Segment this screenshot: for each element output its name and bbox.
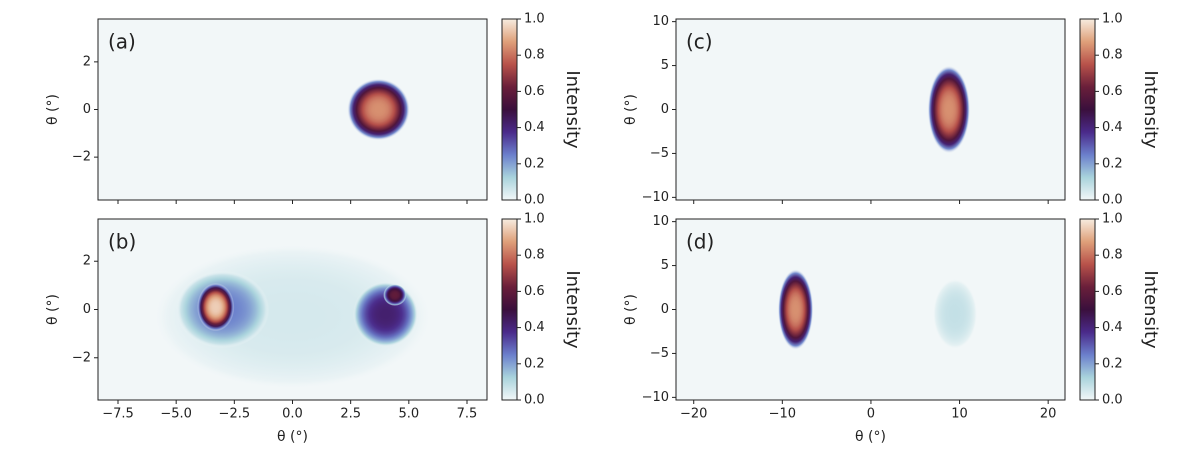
colorbar-tick-label: 0.8 bbox=[524, 248, 545, 263]
colorbar bbox=[501, 18, 518, 201]
colorbar-tick-label: 0.2 bbox=[1102, 156, 1123, 171]
plot-background bbox=[676, 219, 1065, 400]
intensity-spot bbox=[347, 78, 410, 141]
x-tick-label: −5.0 bbox=[160, 407, 192, 422]
colorbar-tick-label: 0.0 bbox=[1102, 393, 1123, 408]
y-tick-label: −5 bbox=[650, 346, 669, 361]
colorbar-tick-label: 0.8 bbox=[524, 48, 545, 63]
colorbar-tick-label: 0.4 bbox=[1102, 320, 1123, 335]
colorbar bbox=[1079, 18, 1096, 201]
x-tick-label: −10 bbox=[769, 407, 796, 422]
heatmap bbox=[777, 269, 978, 350]
colorbar bbox=[501, 218, 518, 401]
y-axis-label: θ (°) bbox=[623, 294, 639, 325]
y-axis-label: θ (°) bbox=[623, 94, 639, 125]
panel-label: (c) bbox=[686, 30, 713, 54]
y-tick-label: 2 bbox=[83, 54, 91, 69]
colorbar-label: Intensity bbox=[562, 270, 583, 349]
colorbar-tick-label: 1.0 bbox=[524, 212, 545, 227]
y-tick-label: 0 bbox=[83, 102, 91, 117]
colorbar-tick-label: 0.4 bbox=[1102, 120, 1123, 135]
colorbar-tick-label: 0.2 bbox=[1102, 356, 1123, 371]
plot-background bbox=[98, 19, 487, 200]
plot-background bbox=[676, 19, 1065, 200]
panel-label: (a) bbox=[108, 30, 136, 54]
y-tick-label: −10 bbox=[642, 190, 669, 205]
y-tick-label: 0 bbox=[661, 102, 669, 117]
y-axis-label: θ (°) bbox=[45, 94, 61, 125]
y-tick-label: −2 bbox=[72, 350, 91, 365]
x-tick-label: −20 bbox=[680, 407, 707, 422]
colorbar-tick-label: 1.0 bbox=[1102, 212, 1123, 227]
x-tick-label: 0.0 bbox=[282, 407, 303, 422]
colorbar-tick-label: 0.0 bbox=[524, 193, 545, 208]
x-axis-label: θ (°) bbox=[277, 429, 308, 445]
heatmap bbox=[927, 65, 971, 154]
colorbar-tick-label: 0.4 bbox=[524, 320, 545, 335]
colorbar-tick-label: 1.0 bbox=[524, 12, 545, 27]
y-tick-label: −2 bbox=[72, 150, 91, 165]
x-tick-label: 5.0 bbox=[398, 407, 419, 422]
colorbar-tick-label: 0.0 bbox=[524, 393, 545, 408]
x-tick-label: 0 bbox=[867, 407, 875, 422]
colorbar-tick-label: 0.6 bbox=[524, 284, 545, 299]
y-tick-label: −10 bbox=[642, 390, 669, 405]
x-tick-label: −2.5 bbox=[219, 407, 251, 422]
y-tick-label: 10 bbox=[652, 214, 669, 229]
intensity-spot bbox=[383, 284, 407, 306]
y-tick-label: 2 bbox=[83, 254, 91, 269]
colorbar-tick-label: 0.8 bbox=[1102, 48, 1123, 63]
x-tick-label: 7.5 bbox=[457, 407, 478, 422]
x-tick-label: 10 bbox=[951, 407, 968, 422]
panel-label: (d) bbox=[686, 230, 714, 254]
colorbar-label: Intensity bbox=[1140, 70, 1161, 149]
y-tick-label: 0 bbox=[661, 302, 669, 317]
y-tick-label: −5 bbox=[650, 146, 669, 161]
panel-label: (b) bbox=[108, 230, 136, 254]
intensity-spot bbox=[777, 269, 814, 350]
x-tick-label: 20 bbox=[1040, 407, 1057, 422]
colorbar-tick-label: 0.6 bbox=[524, 84, 545, 99]
heatmap bbox=[347, 78, 410, 141]
y-tick-label: 5 bbox=[661, 58, 669, 73]
intensity-spot bbox=[197, 282, 235, 332]
colorbar-tick-label: 0.2 bbox=[524, 356, 545, 371]
colorbar-tick-label: 0.6 bbox=[1102, 84, 1123, 99]
colorbar-tick-label: 0.2 bbox=[524, 156, 545, 171]
x-axis-label: θ (°) bbox=[855, 429, 886, 445]
y-axis-label: θ (°) bbox=[45, 294, 61, 325]
intensity-spot bbox=[932, 278, 978, 350]
colorbar-tick-label: 0.8 bbox=[1102, 248, 1123, 263]
colorbar-tick-label: 0.4 bbox=[524, 120, 545, 135]
y-tick-label: 5 bbox=[661, 258, 669, 273]
y-tick-label: 10 bbox=[652, 14, 669, 29]
intensity-spot bbox=[927, 65, 971, 154]
colorbar bbox=[1079, 218, 1096, 401]
colorbar-tick-label: 0.6 bbox=[1102, 284, 1123, 299]
colorbar-label: Intensity bbox=[562, 70, 583, 149]
colorbar-label: Intensity bbox=[1140, 270, 1161, 349]
x-tick-label: −7.5 bbox=[102, 407, 134, 422]
colorbar-tick-label: 1.0 bbox=[1102, 12, 1123, 27]
y-tick-label: 0 bbox=[83, 302, 91, 317]
heatmap bbox=[152, 244, 433, 390]
colorbar-tick-label: 0.0 bbox=[1102, 193, 1123, 208]
x-tick-label: 2.5 bbox=[340, 407, 361, 422]
